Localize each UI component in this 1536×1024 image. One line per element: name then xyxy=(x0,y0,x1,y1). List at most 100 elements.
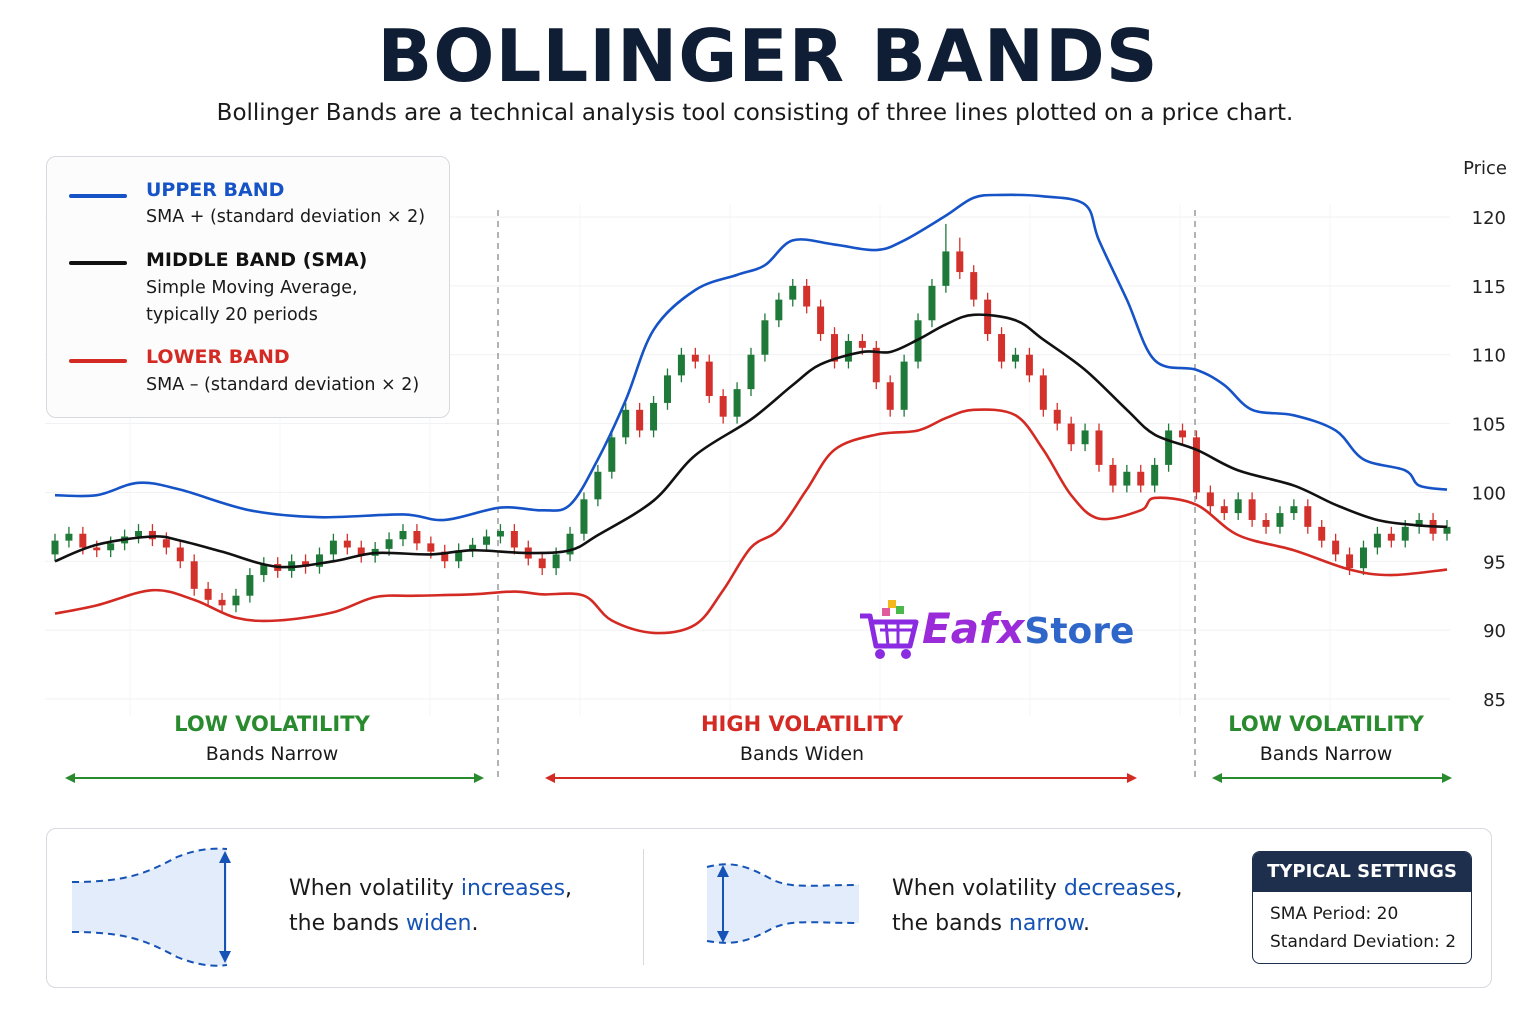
y-tick-label: 110 xyxy=(1472,346,1506,367)
candle-body xyxy=(663,375,671,403)
narrow-keyword-decreases: decreases xyxy=(1063,876,1176,901)
setting-std-dev: Standard Deviation: 2 xyxy=(1270,932,1457,952)
candle-body xyxy=(1304,506,1312,527)
widen-text-line1: When volatility increases, xyxy=(289,871,572,906)
middle-band-title: MIDDLE BAND (SMA) xyxy=(146,249,368,271)
candle-body xyxy=(1359,547,1367,569)
legend: UPPER BAND SMA + (standard deviation × 2… xyxy=(46,156,450,418)
narrow-pre: When volatility xyxy=(892,876,1064,901)
candle-body xyxy=(747,354,755,390)
lower-band-title: LOWER BAND xyxy=(146,346,290,368)
candle-body xyxy=(1123,471,1131,486)
candle-body xyxy=(455,550,463,562)
middle-band-sma-line xyxy=(54,313,1448,569)
candle-body xyxy=(928,285,936,321)
candle-body xyxy=(566,533,574,555)
region-2-sub: Bands Widen xyxy=(739,743,865,765)
y-axis: Price 120 115 110 105 100 95 90 85 xyxy=(1463,158,1507,711)
eafxstore-logo: EafxStore xyxy=(858,596,1148,662)
candle-body xyxy=(900,361,908,410)
candle-body xyxy=(510,530,518,548)
widen-comma: , xyxy=(565,876,573,901)
middle-band-desc-1: Simple Moving Average, xyxy=(146,278,358,298)
candle-body xyxy=(176,547,184,562)
candle-body xyxy=(65,533,73,541)
candle-body xyxy=(79,533,87,548)
candle-body xyxy=(190,561,198,589)
upper-band-line xyxy=(54,193,1448,522)
candle-body xyxy=(107,543,115,551)
candle-body xyxy=(51,540,59,555)
candle-body xyxy=(1137,471,1145,486)
candle-body xyxy=(858,340,866,348)
candle-body xyxy=(956,251,964,273)
candle-body xyxy=(1165,430,1173,465)
candle-body xyxy=(162,539,170,548)
candle-body xyxy=(691,354,699,362)
widen-pre: When volatility xyxy=(289,876,461,901)
candle-body xyxy=(789,285,797,300)
region-separators xyxy=(497,210,1196,780)
candle-body xyxy=(1039,375,1047,410)
narrow-period: . xyxy=(1083,911,1090,936)
candle-body xyxy=(970,272,978,300)
candle-body xyxy=(148,530,156,540)
candle-body xyxy=(1011,354,1019,362)
candle-body xyxy=(93,547,101,551)
upper-band-desc: SMA + (standard deviation × 2) xyxy=(146,207,426,227)
widen-keyword-increases: increases xyxy=(460,876,566,901)
narrow-text-line2: the bands narrow. xyxy=(892,906,1090,941)
candle-body xyxy=(733,389,741,417)
candle-body xyxy=(315,554,323,567)
candle-body xyxy=(469,544,477,551)
candle-body xyxy=(1109,464,1117,486)
candle-body xyxy=(622,409,630,438)
candle-body xyxy=(1025,354,1033,376)
candle-body xyxy=(1206,492,1214,507)
candle-body xyxy=(1401,526,1409,541)
candle-body xyxy=(872,347,880,383)
narrow-line2-pre: the bands xyxy=(892,911,1009,936)
region-1-title: LOW VOLATILITY xyxy=(174,712,370,736)
explanation-panel: When volatility increases, the bands wid… xyxy=(46,828,1492,988)
candle-body xyxy=(803,285,811,307)
candle-body xyxy=(1290,506,1298,514)
candle-body xyxy=(329,540,337,555)
candle-body xyxy=(246,575,254,596)
panel-divider xyxy=(643,849,644,965)
candle-body xyxy=(1262,519,1270,527)
lower-band-desc: SMA – (standard deviation × 2) xyxy=(146,375,420,395)
candle-body xyxy=(1192,437,1200,493)
y-tick-label: 100 xyxy=(1472,483,1506,504)
widen-period: . xyxy=(471,911,479,936)
y-tick-label: 120 xyxy=(1472,208,1506,229)
lower-band-line xyxy=(54,408,1448,635)
widen-text-line2: the bands widen. xyxy=(289,906,478,941)
region-1-sub: Bands Narrow xyxy=(205,743,339,765)
candle-body xyxy=(677,354,685,376)
candle-body xyxy=(650,402,658,431)
candle-body xyxy=(441,551,449,562)
narrow-comma: , xyxy=(1175,876,1183,901)
candle-body xyxy=(135,530,143,537)
y-axis-label: Price xyxy=(1463,158,1507,179)
candle-body xyxy=(831,334,839,362)
candle-body xyxy=(942,251,950,286)
settings-title: TYPICAL SETTINGS xyxy=(1253,852,1471,892)
typical-settings-box: TYPICAL SETTINGS SMA Period: 20 Standard… xyxy=(1252,851,1472,964)
y-tick-label: 95 xyxy=(1483,552,1506,573)
candle-body xyxy=(761,320,769,355)
candle-body xyxy=(1415,519,1423,527)
candle-body xyxy=(1067,423,1075,445)
page-title: BOLLINGER BANDS xyxy=(377,14,1159,98)
logo-text: EafxStore xyxy=(922,604,1134,653)
candle-body xyxy=(1053,409,1061,424)
region-3-title: LOW VOLATILITY xyxy=(1228,712,1424,736)
candle-body xyxy=(302,561,310,567)
y-tick-label: 105 xyxy=(1472,415,1506,436)
candle-body xyxy=(636,409,644,431)
candle-body xyxy=(1179,430,1187,438)
candle-body xyxy=(1220,506,1228,514)
